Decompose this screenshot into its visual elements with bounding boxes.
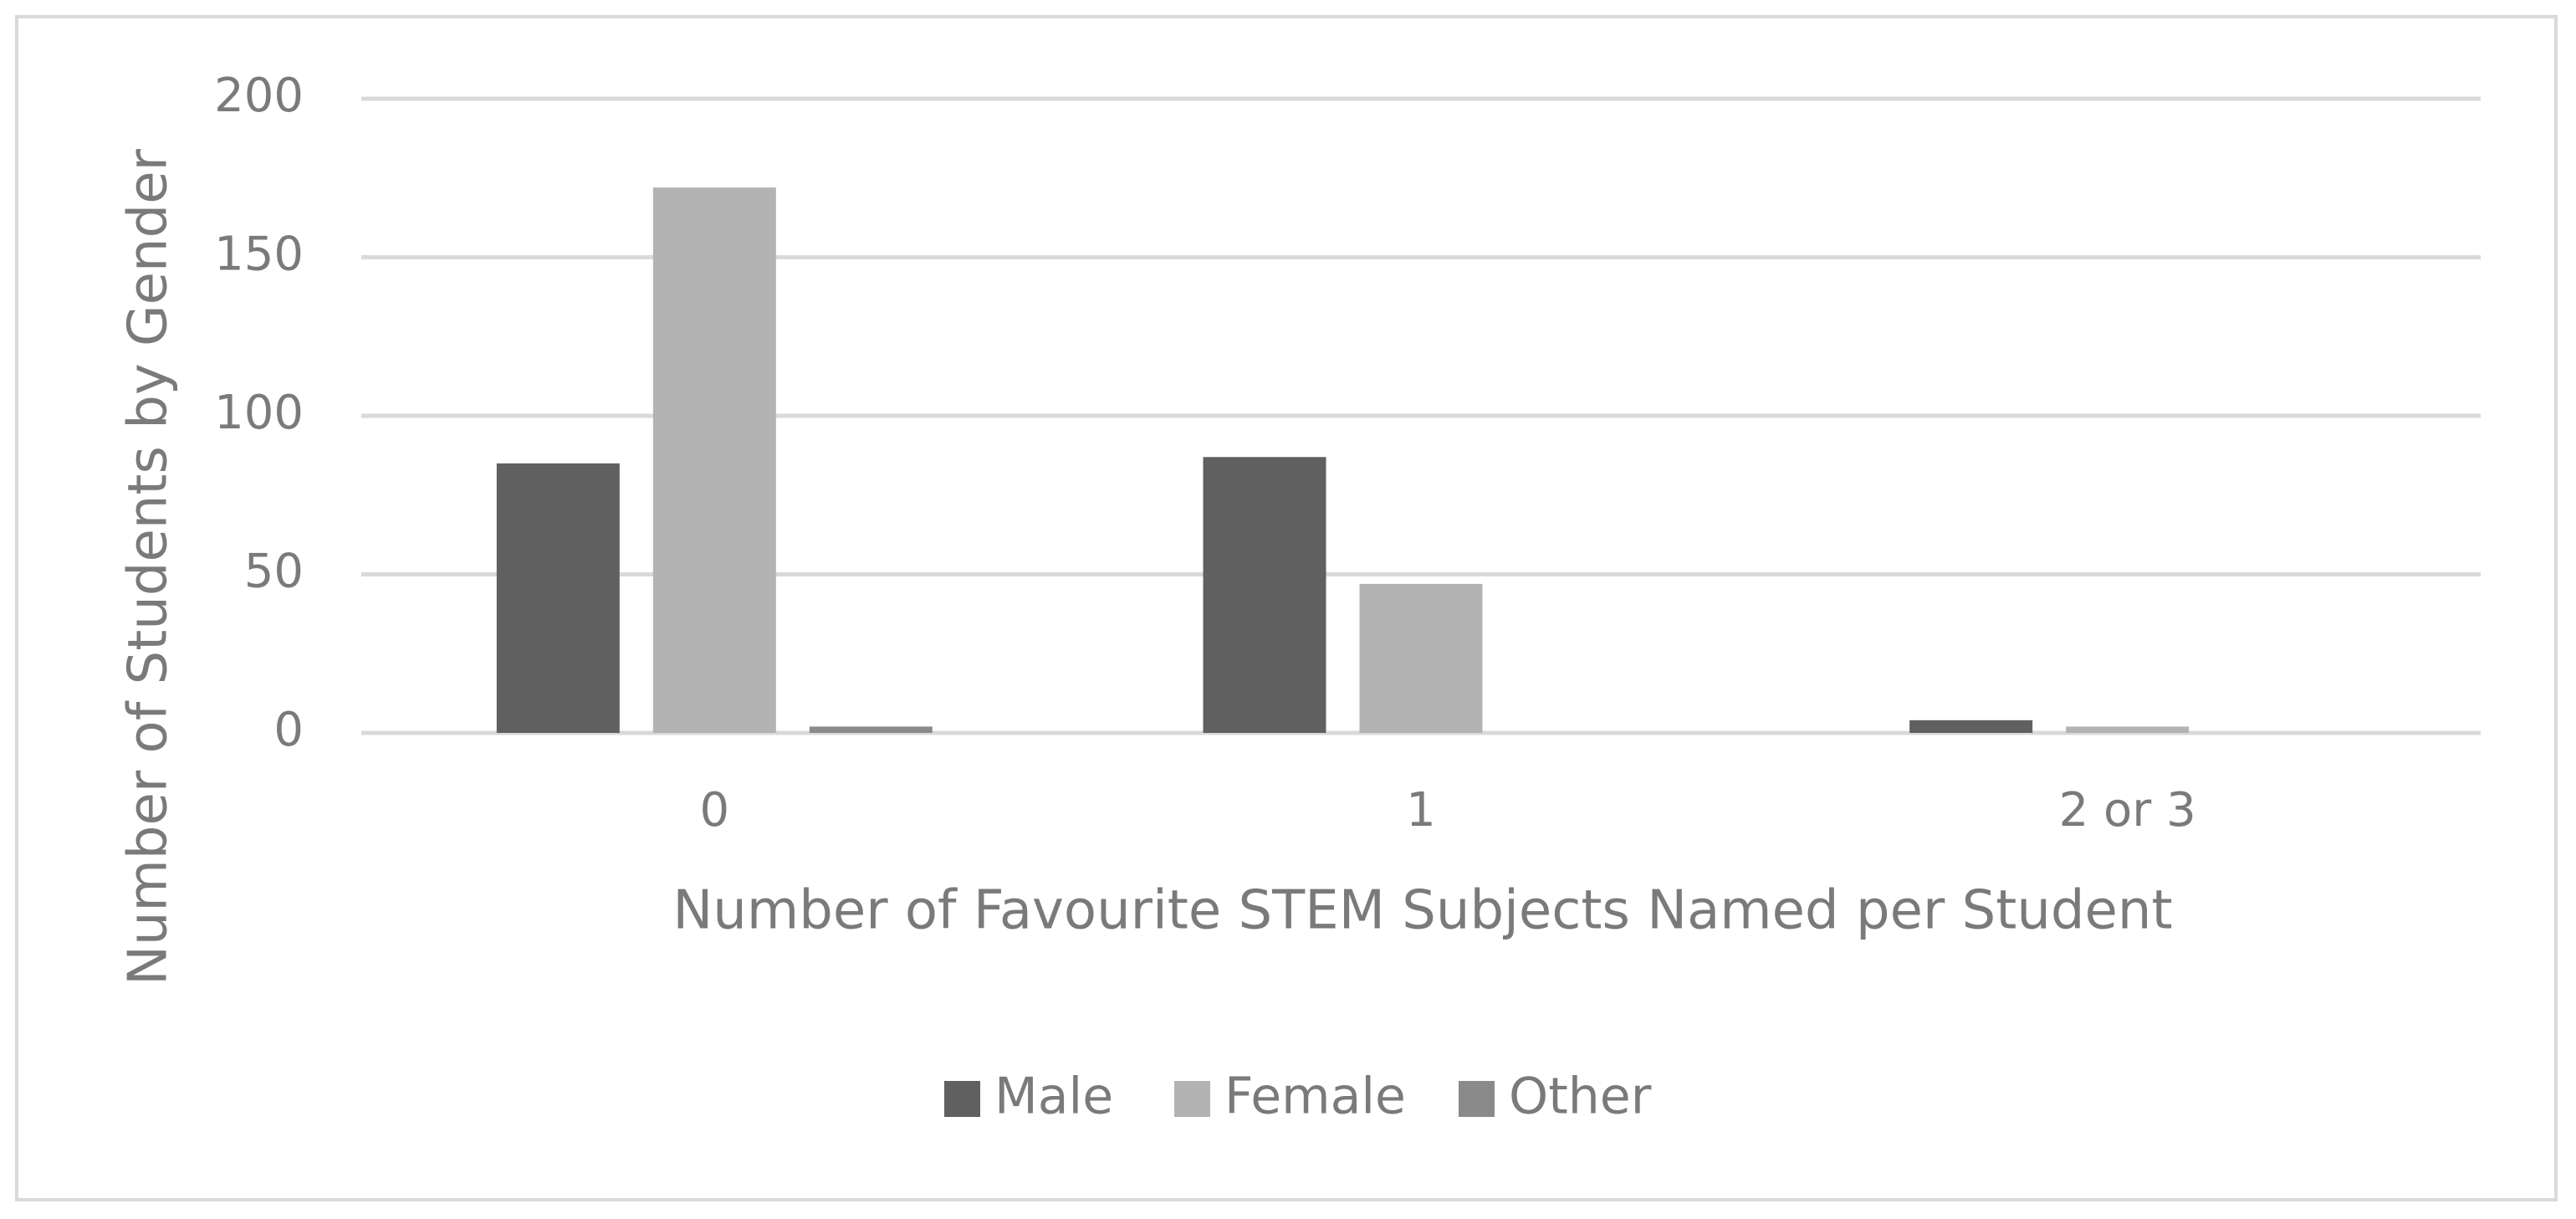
y-tick-label: 150 (214, 228, 304, 282)
y-tick-label: 0 (273, 703, 304, 757)
bar (1909, 720, 2033, 733)
x-axis-title: Number of Favourite STEM Subjects Named … (672, 880, 2172, 942)
y-axis-title: Number of Students by Gender (118, 148, 180, 985)
legend-swatch (1459, 1081, 1495, 1117)
bar (1359, 583, 1483, 733)
bar (809, 726, 933, 733)
y-tick-label: 200 (214, 69, 304, 123)
bar (496, 463, 620, 733)
y-tick-label: 100 (214, 386, 304, 440)
legend-label: Other (1509, 1068, 1652, 1126)
x-tick-label: 1 (1406, 783, 1436, 837)
y-tick-label: 50 (244, 545, 304, 599)
x-tick-label: 0 (700, 783, 730, 837)
legend-label: Male (994, 1068, 1113, 1126)
legend-label: Female (1224, 1068, 1406, 1126)
legend-swatch (1174, 1081, 1210, 1117)
x-tick-label: 2 or 3 (2059, 783, 2196, 837)
bar (652, 187, 776, 733)
bar (2066, 726, 2190, 733)
legend-swatch (944, 1081, 980, 1117)
bar (1203, 457, 1326, 733)
